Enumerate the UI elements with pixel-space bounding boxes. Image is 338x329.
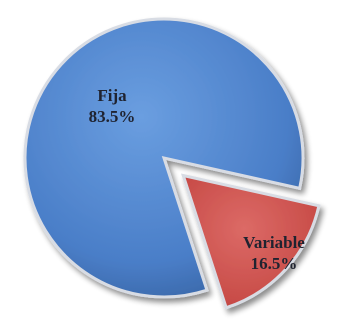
slice-value-variable: 16.5%: [251, 254, 298, 273]
pie-slice-fija: [23, 17, 305, 299]
slice-value-fija: 83.5%: [89, 107, 136, 126]
slice-label-variable: Variable: [243, 233, 305, 252]
slice-label-fija: Fija: [97, 86, 127, 105]
pie-slice-variable: [180, 173, 321, 310]
